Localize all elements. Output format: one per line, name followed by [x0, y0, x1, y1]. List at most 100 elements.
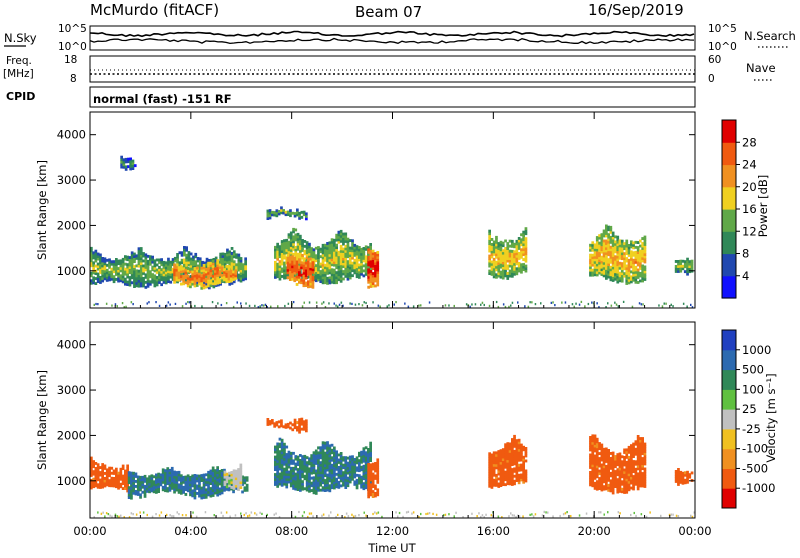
echo-cell: [292, 230, 295, 234]
echo-cell: [634, 472, 638, 476]
echo-cell: [101, 262, 104, 265]
echo-cell: [317, 483, 320, 487]
echo-cell: [99, 253, 102, 257]
echo-cell: [299, 454, 302, 457]
echo-cell: [186, 277, 190, 280]
echo-cell: [362, 454, 366, 458]
echo-cell: [367, 255, 370, 259]
echo-cell: [155, 473, 158, 477]
echo-cell: [589, 258, 592, 262]
echo-cell: [346, 250, 350, 254]
echo-cell: [177, 268, 181, 272]
echo-cell: [124, 472, 127, 475]
echo-cell: [374, 252, 377, 255]
echo-cell: [376, 256, 380, 259]
echo-cell: [90, 249, 93, 253]
echo-cell: [492, 483, 496, 487]
echo-cell: [600, 488, 604, 492]
echo-cell: [232, 260, 236, 264]
echo-cell: [342, 237, 345, 241]
echo-cell: [625, 282, 629, 285]
echo-cell: [303, 244, 307, 248]
echo-cell: [126, 469, 129, 473]
ground-scatter-cell: [614, 301, 616, 304]
echo-cell: [133, 275, 136, 278]
echo-cell: [134, 485, 138, 488]
ground-scatter-cell: [393, 303, 395, 306]
echo-cell: [618, 489, 622, 493]
echo-cell: [490, 260, 494, 264]
echo-cell: [609, 457, 613, 460]
echo-cell: [230, 252, 234, 255]
echo-cell: [186, 282, 190, 285]
echo-cell: [634, 268, 638, 272]
echo-cell: [278, 245, 282, 249]
echo-cell: [232, 469, 236, 473]
echo-cell: [218, 266, 222, 269]
echo-cell: [522, 448, 525, 452]
echo-cell: [177, 483, 181, 487]
echo-cell: [311, 280, 315, 284]
echo-cell: [162, 265, 166, 269]
echo-cell: [148, 480, 151, 484]
echo-cell: [164, 476, 167, 480]
echo-cell: [508, 449, 512, 453]
echo-cell: [309, 265, 312, 268]
echo-cell: [312, 273, 316, 277]
echo-cell: [639, 437, 642, 440]
echo-cell: [319, 463, 323, 467]
echo-cell: [136, 483, 140, 486]
echo-cell: [323, 481, 327, 485]
echo-cell: [681, 474, 685, 478]
echo-cell: [522, 253, 525, 256]
echo-cell: [274, 480, 277, 484]
echo-cell: [296, 485, 300, 489]
echo-cell: [335, 462, 338, 466]
echo-cell: [330, 255, 334, 259]
echo-cell: [371, 277, 375, 280]
echo-cell: [302, 279, 306, 283]
echo-cell: [139, 252, 143, 255]
echo-cell: [235, 255, 238, 259]
echo-cell: [492, 478, 496, 482]
echo-cell: [364, 466, 368, 470]
echo-cell: [239, 481, 243, 484]
ground-scatter-cell: [510, 304, 512, 307]
ground-scatter-cell: [596, 302, 598, 305]
echo-cell: [135, 271, 139, 275]
ground-scatter-cell: [169, 303, 171, 306]
echo-cell: [135, 256, 139, 260]
echo-cell: [492, 453, 496, 457]
echo-cell: [355, 481, 359, 485]
echo-cell: [335, 278, 338, 282]
echo-cell: [674, 472, 678, 476]
echo-cell: [300, 422, 304, 426]
echo-cell: [369, 488, 373, 492]
echo-cell: [376, 251, 380, 254]
echo-cell: [307, 285, 310, 289]
echo-cell: [299, 481, 302, 485]
freq-label-bottom: [MHz]: [3, 68, 34, 80]
echo-cell: [355, 468, 359, 472]
echo-cell: [506, 242, 510, 245]
echo-cell: [677, 262, 680, 266]
echo-cell: [158, 268, 161, 272]
echo-cell: [513, 255, 516, 259]
ground-scatter-cell: [254, 304, 256, 307]
echo-cell: [625, 480, 629, 484]
echo-cell: [598, 266, 601, 270]
echo-cell: [305, 473, 309, 477]
echo-cell: [214, 256, 218, 260]
echo-cell: [614, 260, 617, 264]
echo-cell: [506, 254, 510, 258]
echo-cell: [321, 481, 325, 485]
echo-cell: [96, 265, 100, 268]
echo-cell: [314, 487, 318, 490]
echo-cell: [305, 421, 308, 425]
echo-cell: [211, 264, 215, 268]
echo-cell: [234, 486, 238, 490]
echo-cell: [117, 279, 120, 283]
ground-scatter-cell: [172, 515, 175, 518]
echo-cell: [499, 243, 503, 247]
noise-panel-frame: [89, 25, 696, 51]
